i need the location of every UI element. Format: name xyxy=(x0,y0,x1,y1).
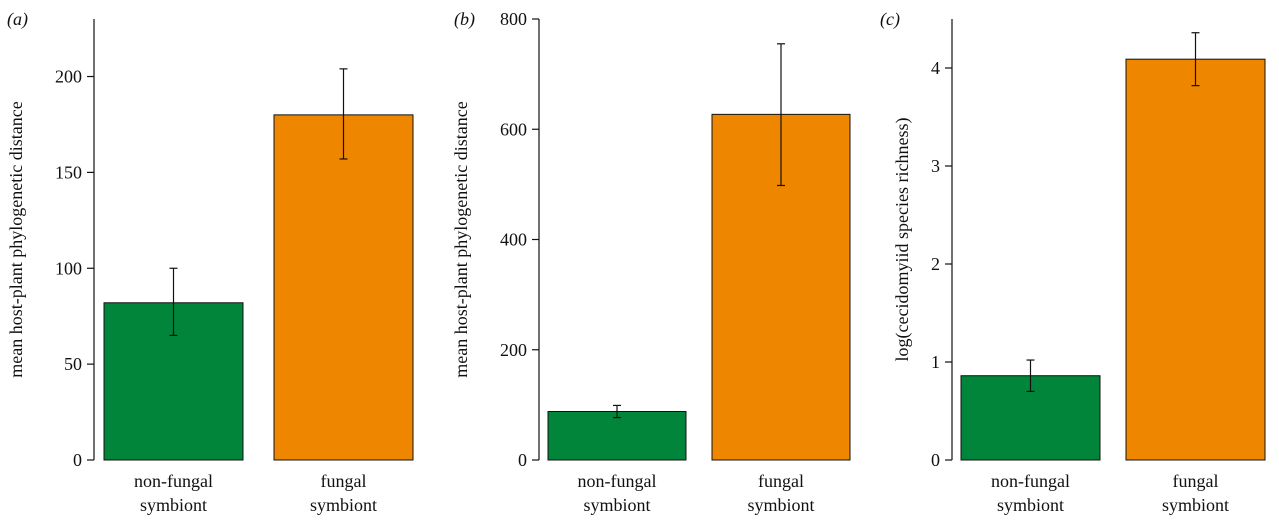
y-tick-label: 4 xyxy=(931,58,940,78)
category-label: non-fungal xyxy=(991,471,1070,491)
y-tick-label: 1 xyxy=(931,352,940,372)
y-axis-label: log(cecidomyiid species richness) xyxy=(892,118,913,362)
y-tick-label: 100 xyxy=(55,258,82,278)
bar-fungal xyxy=(273,114,414,461)
category-label: fungal xyxy=(321,471,367,491)
y-tick-label: 0 xyxy=(518,450,527,470)
y-axis-label: mean host-plant phylogenetic distance xyxy=(451,101,471,377)
y-tick-label: 400 xyxy=(500,230,527,250)
category-label: symbiont xyxy=(310,495,377,515)
panel-label: (c) xyxy=(880,9,900,30)
y-tick-label: 0 xyxy=(73,450,82,470)
bar-fungal xyxy=(1125,58,1266,461)
y-tick-label: 2 xyxy=(931,254,940,274)
category-label: non-fungal xyxy=(134,471,213,491)
panel-label: (a) xyxy=(7,9,28,30)
panel-label: (b) xyxy=(454,9,475,30)
y-tick-label: 200 xyxy=(55,67,82,87)
bar-non-fungal xyxy=(547,410,687,461)
category-label: fungal xyxy=(758,471,804,491)
y-tick-label: 600 xyxy=(500,119,527,139)
chart-panel-1: (a) 0 50 100 150 200 mean host-plant phylogene… xyxy=(6,9,414,515)
category-label: symbiont xyxy=(140,495,207,515)
y-axis-label: mean host-plant phylogenetic distance xyxy=(6,101,26,377)
category-label: symbiont xyxy=(997,495,1064,515)
chart-panel-3: (c) 0 1 2 3 4 log(cecidomyiid species richness… xyxy=(880,9,1266,515)
category-label: non-fungal xyxy=(578,471,657,491)
y-tick-label: 0 xyxy=(931,450,940,470)
y-tick-label: 800 xyxy=(500,9,527,29)
category-label: symbiont xyxy=(747,495,814,515)
category-label: symbiont xyxy=(1162,495,1229,515)
y-tick-label: 200 xyxy=(500,340,527,360)
y-tick-label: 150 xyxy=(55,162,82,182)
category-label: fungal xyxy=(1173,471,1219,491)
category-label: symbiont xyxy=(583,495,650,515)
chart-panel-2: (b) 0 200 400 600 800 mean host-plant phylogen… xyxy=(451,9,851,515)
y-tick-label: 50 xyxy=(64,354,82,374)
y-tick-label: 3 xyxy=(931,156,940,176)
